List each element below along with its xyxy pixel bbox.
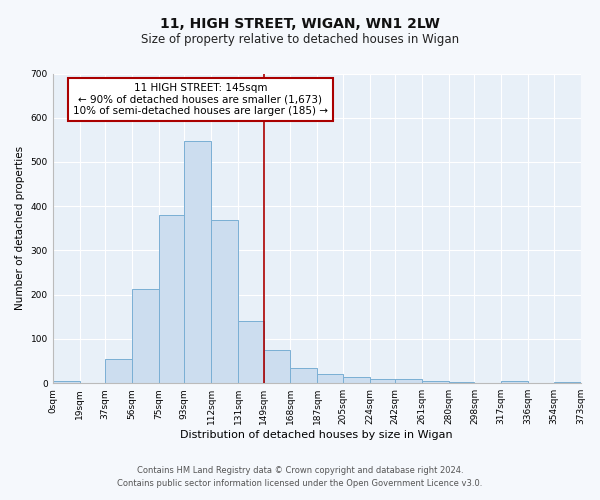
Bar [53, 381, 80, 383]
Text: Contains HM Land Registry data © Crown copyright and database right 2024.
Contai: Contains HM Land Registry data © Crown c… [118, 466, 482, 487]
Y-axis label: Number of detached properties: Number of detached properties [15, 146, 25, 310]
Bar [211, 220, 238, 383]
Bar [554, 382, 581, 383]
Bar [501, 382, 528, 383]
Bar [343, 376, 370, 383]
Bar [184, 141, 211, 383]
Bar [263, 350, 290, 383]
Bar [449, 382, 475, 383]
Bar [290, 368, 317, 383]
Bar [395, 379, 422, 383]
Bar [238, 321, 263, 383]
Text: 11 HIGH STREET: 145sqm
← 90% of detached houses are smaller (1,673)
10% of semi-: 11 HIGH STREET: 145sqm ← 90% of detached… [73, 83, 328, 116]
Bar [370, 379, 395, 383]
Bar [159, 214, 184, 383]
Text: Size of property relative to detached houses in Wigan: Size of property relative to detached ho… [141, 32, 459, 46]
Bar [105, 359, 132, 383]
X-axis label: Distribution of detached houses by size in Wigan: Distribution of detached houses by size … [180, 430, 453, 440]
Bar [132, 289, 159, 383]
Bar [317, 374, 343, 383]
Bar [422, 380, 449, 383]
Text: 11, HIGH STREET, WIGAN, WN1 2LW: 11, HIGH STREET, WIGAN, WN1 2LW [160, 18, 440, 32]
